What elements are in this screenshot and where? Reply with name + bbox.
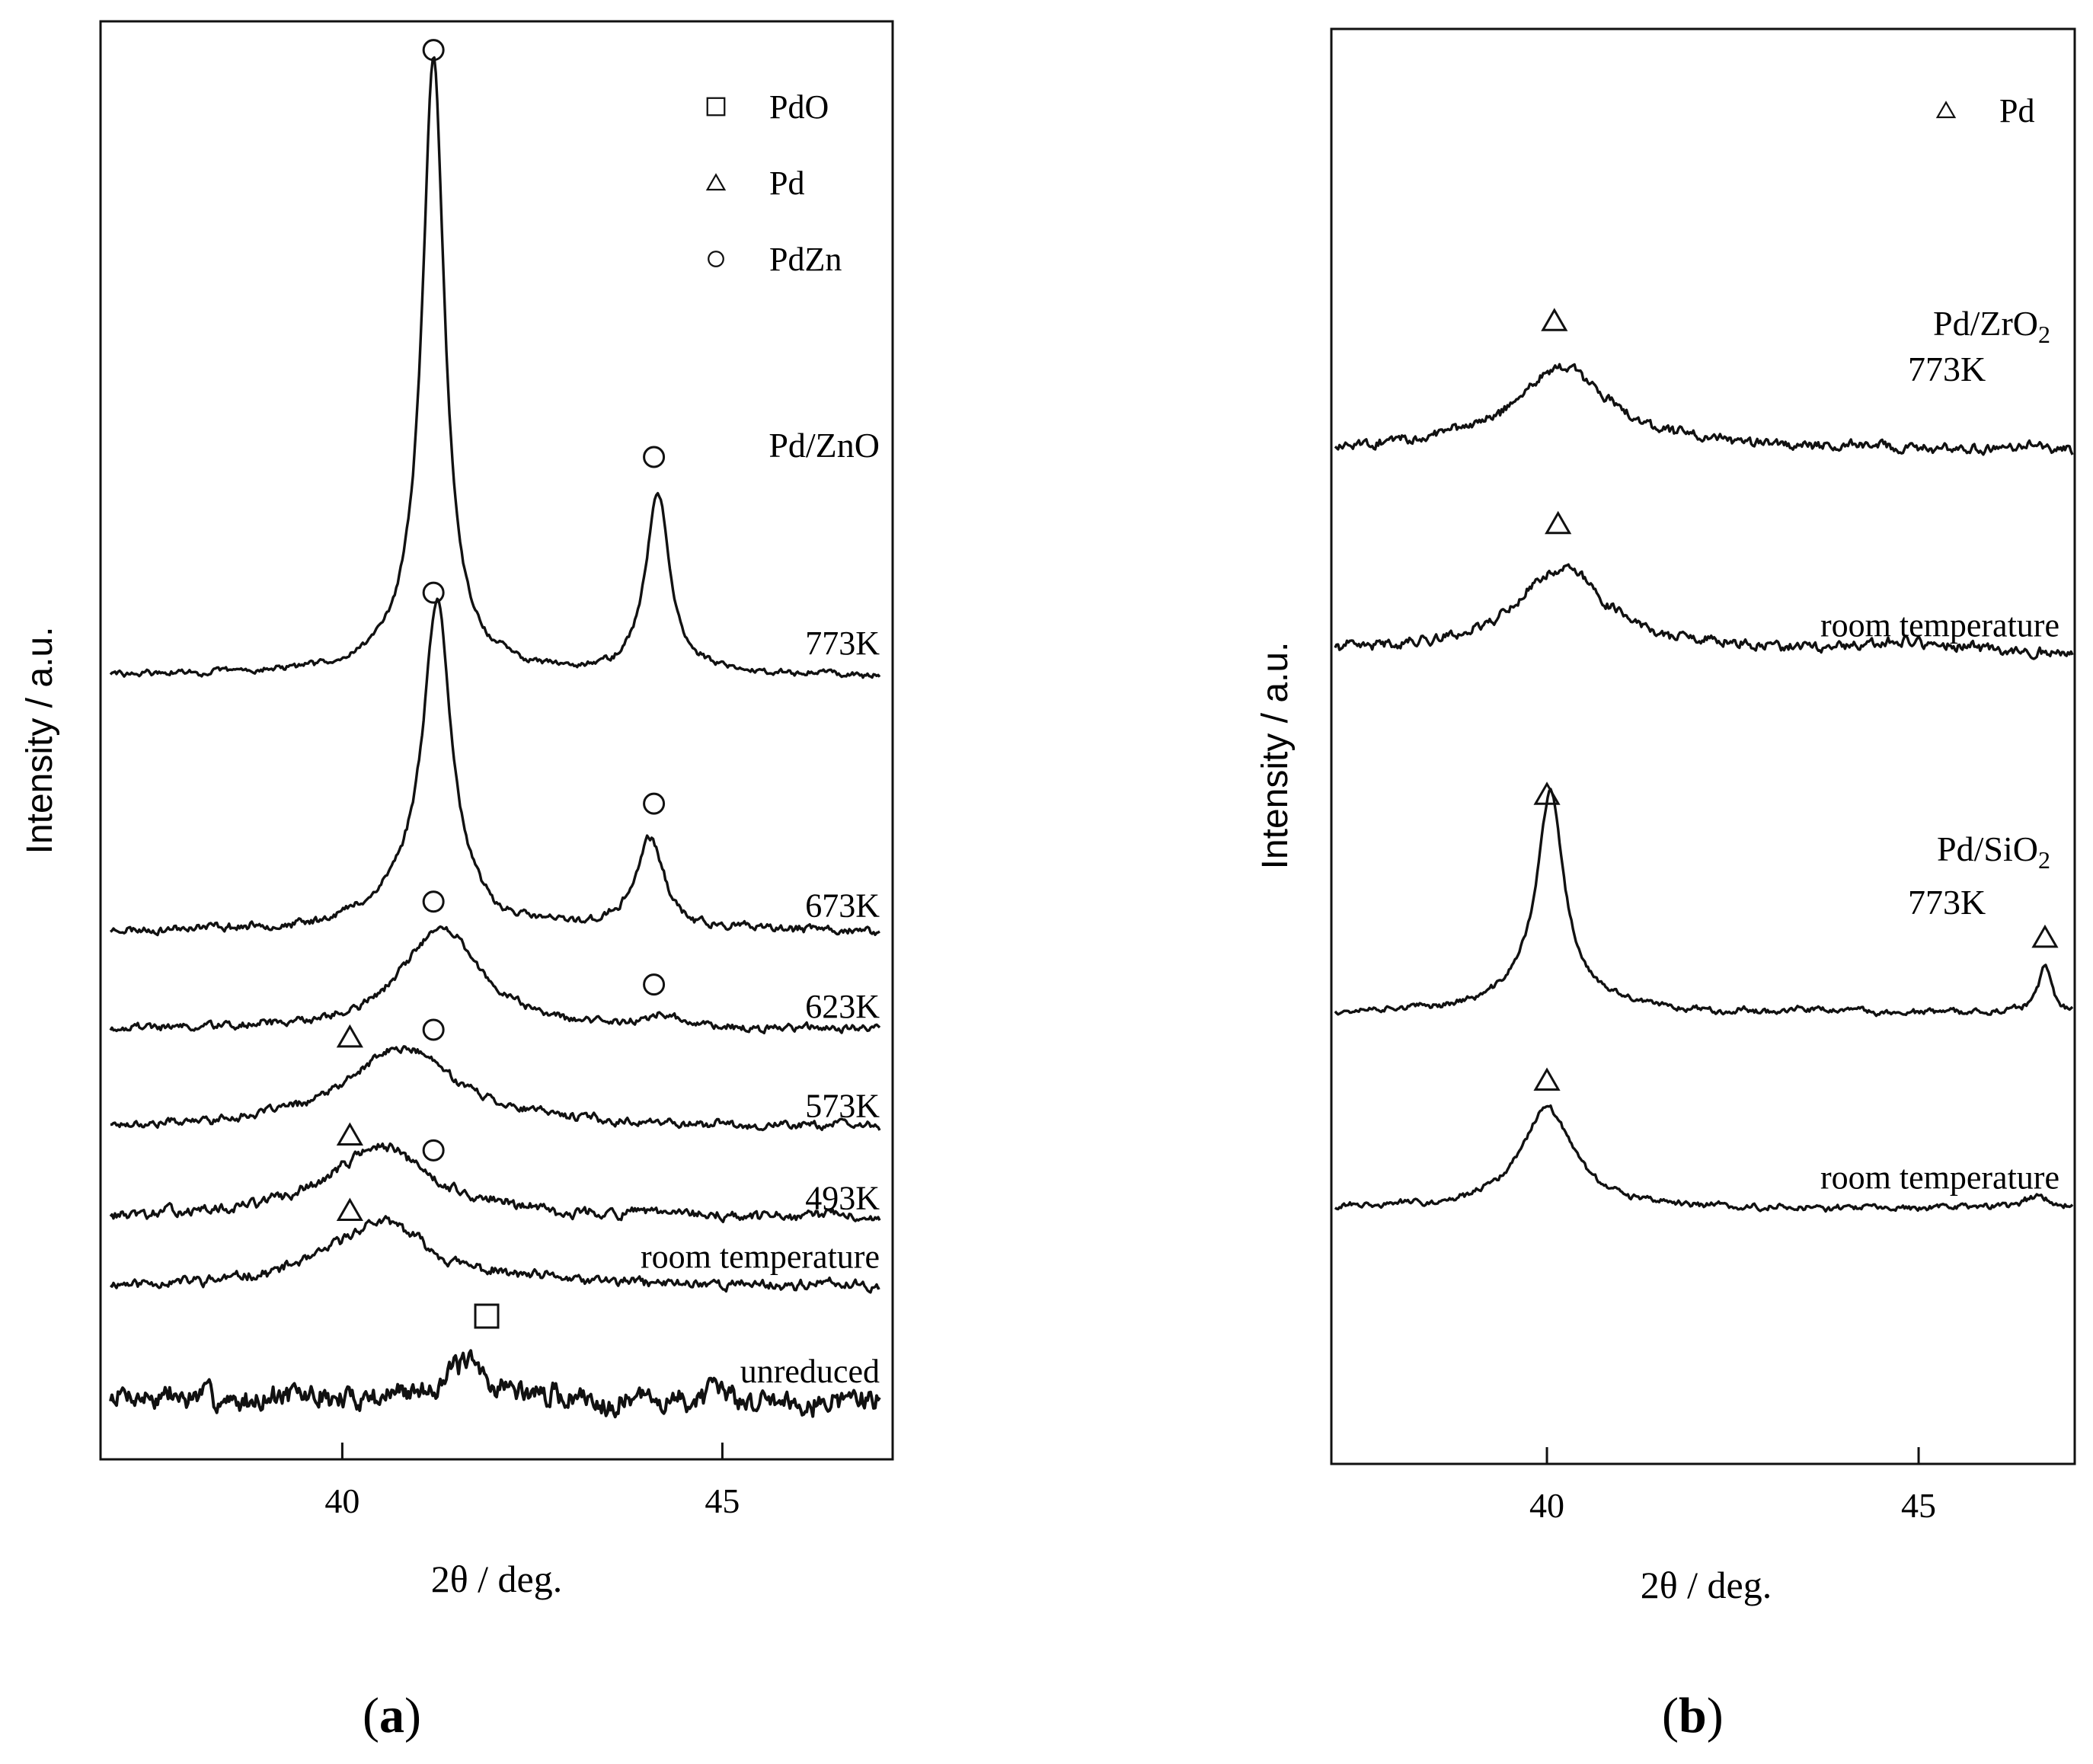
square-peak-marker [474, 1303, 500, 1329]
series-label: 673K [805, 887, 880, 924]
xrd-pattern-line [109, 1349, 881, 1419]
triangle-peak-marker [336, 1122, 363, 1146]
circle-peak-marker [643, 973, 666, 996]
series-label: room temperature [1820, 607, 2059, 644]
panel-a-frame [99, 20, 894, 1461]
x-tick-label: 45 [705, 1481, 740, 1520]
panel-b-labels: room temperature room temperature [1820, 607, 2059, 1197]
panel-a-legend: PdO Pd PdZn [705, 88, 842, 278]
xrd-pattern-line [1334, 563, 2074, 660]
legend-label: PdO [769, 88, 829, 126]
circle-peak-marker [422, 39, 445, 62]
triangle-peak-marker [1541, 308, 1568, 331]
xrd-pattern-line [1334, 363, 2074, 456]
triangle-peak-marker [1533, 1067, 1561, 1091]
circle-peak-marker [422, 581, 445, 604]
legend-square-icon [706, 97, 726, 117]
legend-circle-icon [708, 251, 724, 267]
x-tick-label: 40 [1529, 1486, 1564, 1525]
circle-peak-marker [422, 1139, 445, 1162]
legend-label: Pd [1999, 92, 2034, 129]
panel-b-markers [1533, 308, 2059, 1091]
panel-b-x-axis-label: 2θ / deg. [1641, 1564, 1772, 1606]
panel-a-series [109, 56, 881, 1419]
xrd-pattern-line [1334, 1104, 2074, 1213]
panel-a-labels: unreduced room temperature 493K 573K 623K 673… [641, 625, 880, 1390]
xrd-pattern-line [109, 925, 881, 1035]
pd-sio2-sample-label: Pd/SiO2 [1937, 829, 2050, 874]
series-label: unreduced [740, 1353, 880, 1390]
panel-b-y-axis-label: Intensity / a.u. [1255, 642, 1296, 870]
legend-triangle-icon [1935, 101, 1957, 119]
panel-a-markers [336, 39, 666, 1329]
panel-a-sample-label: Pd/ZnO [768, 426, 880, 465]
circle-peak-marker [422, 1018, 445, 1041]
series-label: room temperature [641, 1238, 880, 1275]
legend-triangle-icon [705, 173, 727, 191]
triangle-peak-marker [336, 1024, 363, 1048]
series-label: 493K [805, 1179, 880, 1216]
panel-b-frame [1330, 27, 2076, 1465]
pd-zro2-sample-label: Pd/ZrO2 [1933, 304, 2050, 348]
x-tick-label: 45 [1901, 1486, 1936, 1525]
panel-a: 40 45 unreduced room temperature 493K 573K 62… [20, 20, 894, 1600]
triangle-peak-marker [2031, 924, 2059, 948]
panel-b: 40 45 room temperature room temperature Pd… [1255, 27, 2076, 1606]
panel-b-series [1334, 363, 2074, 1213]
legend-label: Pd [769, 165, 804, 202]
x-tick-label: 40 [324, 1481, 359, 1520]
triangle-peak-marker [1533, 781, 1561, 805]
xrd-pattern-line [109, 1215, 880, 1294]
panel-a-ticks: 40 45 [324, 1443, 740, 1520]
circle-peak-marker [422, 890, 445, 913]
series-label: 573K [805, 1088, 880, 1125]
pd-zro2-temperature-label: 773K [1908, 350, 1986, 388]
circle-peak-marker [643, 446, 666, 468]
legend-label: PdZn [769, 241, 842, 278]
panel-b-legend: Pd [1935, 92, 2034, 129]
triangle-peak-marker [1545, 510, 1572, 535]
caption-a: (a) [363, 1688, 421, 1743]
caption-b: (b) [1662, 1688, 1724, 1743]
series-label: 623K [805, 988, 880, 1025]
xrd-pattern-line [110, 1045, 881, 1132]
xrd-pattern-line [109, 597, 880, 937]
panel-b-ticks: 40 45 [1529, 1447, 1936, 1525]
xrd-pattern-line [1334, 788, 2074, 1018]
panel-a-y-axis-label: Intensity / a.u. [20, 627, 60, 855]
panel-a-x-axis-label: 2θ / deg. [431, 1558, 563, 1600]
pd-sio2-temperature-label: 773K [1908, 883, 1986, 922]
circle-peak-marker [643, 792, 666, 815]
series-label: room temperature [1820, 1158, 2059, 1196]
xrd-pattern-line [109, 1142, 881, 1224]
triangle-peak-marker [336, 1197, 363, 1221]
series-label: 773K [805, 625, 880, 662]
xrd-pattern-line [109, 56, 881, 679]
